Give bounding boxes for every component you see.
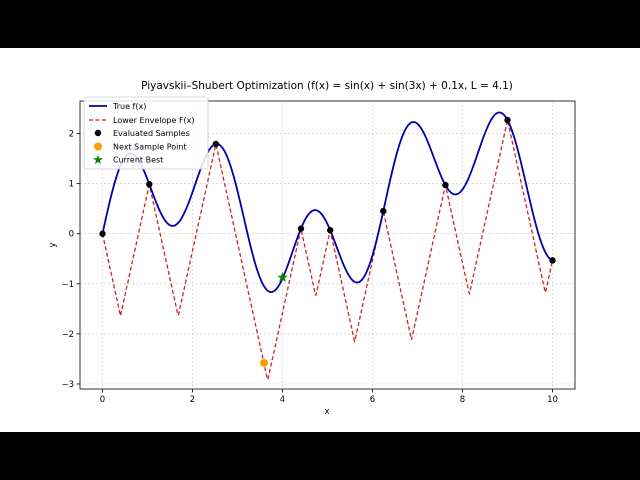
- chart-title: Piyavskii–Shubert Optimization (f(x) = s…: [141, 80, 513, 92]
- axes-frame: [79, 100, 576, 390]
- true-f-line: [101, 111, 553, 293]
- legend-label-envelope: Lower Envelope F(x): [113, 116, 195, 125]
- figure: Piyavskii–Shubert Optimization (f(x) = s…: [0, 48, 640, 432]
- next-sample-point: [260, 358, 269, 367]
- legend-label-true-f: True f(x): [112, 102, 146, 111]
- sample-point: [380, 207, 387, 215]
- sample-point: [442, 181, 449, 189]
- y-axis-label: y: [48, 242, 58, 247]
- x-tick-label: 2: [190, 395, 195, 405]
- legend: True f(x) Lower Envelope F(x) Evaluated …: [83, 96, 209, 170]
- legend-box: [83, 96, 209, 170]
- legend-swatch-next-sample: [94, 142, 102, 151]
- x-tick-label: 10: [547, 395, 558, 405]
- x-tick-label: 8: [460, 395, 465, 405]
- lower-envelope-line: [101, 119, 554, 381]
- x-axis-label: x: [324, 407, 329, 417]
- legend-label-next-sample: Next Sample Point: [113, 143, 187, 152]
- x-tick-label: 4: [280, 395, 285, 405]
- y-axis-ticks: −3 −2 −1 0 1 2: [61, 130, 80, 390]
- legend-label-current-best: Current Best: [113, 156, 163, 165]
- y-tick-label: 2: [69, 130, 74, 140]
- x-axis-ticks: 0 2 4 6 8 10: [100, 389, 558, 405]
- x-tick-label: 6: [370, 395, 375, 405]
- current-best-marker: ★: [276, 270, 289, 286]
- sample-point: [504, 116, 511, 124]
- y-tick-label: −1: [61, 280, 74, 290]
- y-tick-label: 1: [69, 180, 74, 190]
- sample-point: [146, 181, 153, 188]
- sample-point: [99, 230, 106, 237]
- y-tick-label: 0: [69, 230, 74, 240]
- legend-swatch-samples: [94, 129, 102, 137]
- chart: Piyavskii–Shubert Optimization (f(x) = s…: [48, 80, 576, 417]
- plot-area: ★: [99, 111, 556, 381]
- y-tick-label: −2: [61, 330, 74, 340]
- x-tick-label: 0: [100, 395, 105, 405]
- sample-point: [297, 225, 305, 232]
- legend-label-samples: Evaluated Samples: [113, 129, 190, 138]
- sample-point: [549, 257, 556, 264]
- sample-point: [327, 227, 334, 234]
- legend-swatch-current-best: ★: [92, 153, 104, 168]
- sample-point: [212, 140, 220, 148]
- y-tick-label: −3: [61, 380, 74, 390]
